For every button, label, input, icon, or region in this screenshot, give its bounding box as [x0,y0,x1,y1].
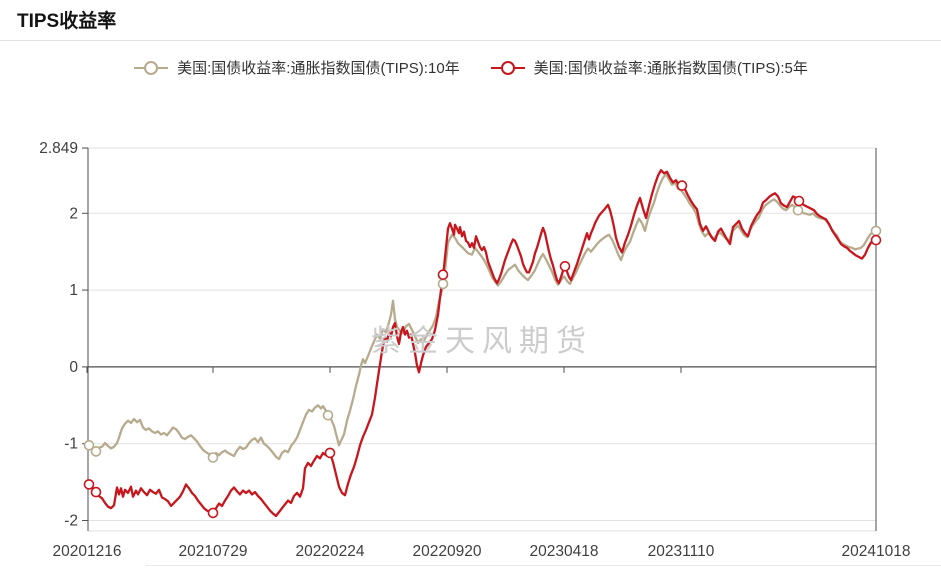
x-axis-label: 20220224 [296,543,365,560]
series-marker-10y [792,204,804,216]
legend-line-circle-5y-icon [490,60,525,75]
series-marker-5y [83,479,95,490]
legend-label-5y: 美国:国债收益率:通胀指数国债(TIPS):5年 [533,60,808,77]
series-marker-5y [870,234,882,246]
y-axis-label: 1 [69,282,78,299]
series-marker-10y [83,439,95,451]
legend-item-5y[interactable]: 美国:国债收益率:通胀指数国债(TIPS):5年 [490,57,808,78]
series-marker-10y [207,452,219,463]
x-axis-label: 20220920 [413,543,482,560]
series-marker-5y [207,507,219,519]
series-marker-10y [322,409,334,421]
title-divider [0,40,941,41]
x-axis-label: 20241018 [842,543,911,560]
series-marker-10y [870,225,882,237]
series-line-10y [87,172,878,461]
page-title: TIPS收益率 [17,11,117,32]
x-axis-label: 20230418 [530,543,599,560]
y-axis-label: 2 [69,205,78,222]
y-axis-label: -2 [64,513,78,530]
x-axis-label: 20210729 [179,543,248,560]
x-axis-label: 20231110 [648,543,715,560]
series-marker-5y [676,180,688,191]
series-marker-10y [437,278,449,290]
series-marker-5y [324,447,336,459]
legend-item-10y[interactable]: 美国:国债收益率:通胀指数国债(TIPS):10年 [133,57,460,78]
legend-label-10y: 美国:国债收益率:通胀指数国债(TIPS):10年 [177,60,460,77]
legend-line-circle-10y-icon [134,60,169,75]
series-marker-5y [793,195,805,207]
y-axis-label: -1 [64,436,78,453]
x-axis-label: 20201216 [53,543,122,560]
series-marker-5y [90,486,102,498]
y-axis-label: 2.849 [39,140,78,157]
series-line-5y [87,169,878,518]
series-marker-5y [559,260,571,272]
chart-legend: 美国:国债收益率:通胀指数国债(TIPS):10年 美国:国债收益率:通胀指数国债… [0,57,941,78]
series-marker-10y [90,446,102,457]
series-marker-5y [437,269,449,281]
y-axis-label: 0 [69,359,78,376]
bottom-divider [145,565,941,566]
